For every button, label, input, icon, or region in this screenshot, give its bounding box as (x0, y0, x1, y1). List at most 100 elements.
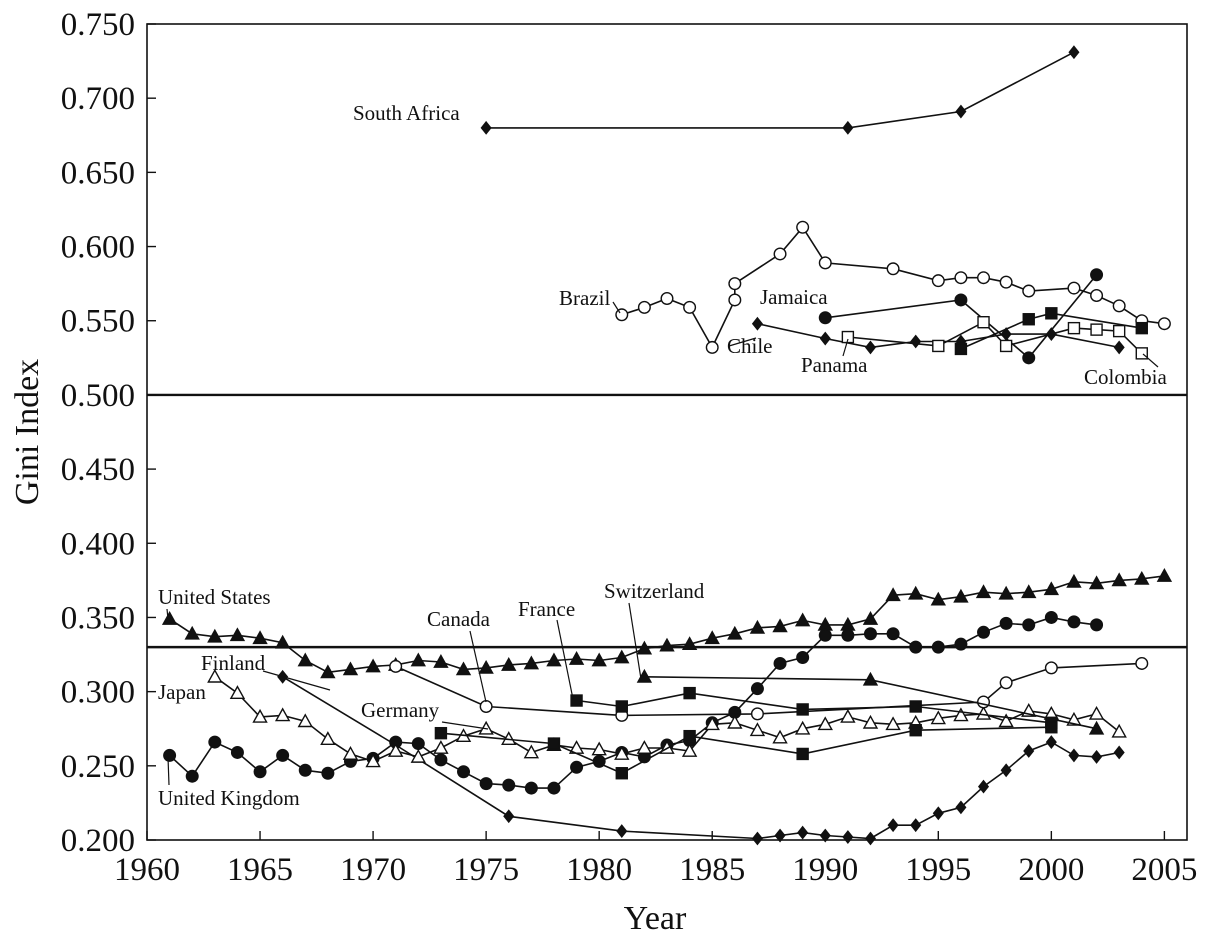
series-panama (841, 316, 1148, 360)
finland-point (1091, 749, 1103, 764)
canada-point (1044, 661, 1058, 675)
united-kingdom-point (886, 627, 900, 641)
germany-point (615, 767, 628, 780)
united-kingdom-point (909, 640, 923, 654)
united-kingdom-point (321, 766, 335, 780)
x-tick-label: 1980 (566, 852, 632, 888)
japan-point (817, 716, 833, 731)
y-tick-label: 0.550 (61, 304, 135, 340)
x-tick-label: 1970 (340, 852, 406, 888)
brazil-point (999, 275, 1013, 289)
france-point (796, 703, 809, 716)
united-states-point (794, 612, 811, 627)
united-kingdom-point (208, 735, 222, 749)
colombia-leader-line (1142, 353, 1159, 368)
panama-point (1067, 321, 1081, 335)
united-states-point (342, 661, 359, 676)
united-kingdom-point (1067, 615, 1081, 629)
japan-point (523, 744, 540, 759)
united-states-point (455, 661, 472, 676)
panama-point (841, 330, 855, 344)
japan-point (410, 748, 426, 763)
south-africa-point (842, 120, 854, 135)
japan-point (953, 707, 969, 722)
france-point (615, 700, 628, 713)
united-kingdom-point (570, 760, 584, 774)
france-leader-line (556, 619, 574, 700)
x-tick-label: 2000 (1018, 852, 1084, 888)
brazil-point (796, 220, 810, 234)
series-finland (277, 669, 1125, 846)
japan-point (749, 722, 766, 737)
canada-point (1135, 656, 1149, 670)
canada-point (389, 659, 403, 673)
canada-point (750, 707, 764, 721)
united-kingdom-point (479, 777, 493, 791)
germany-point (1045, 721, 1058, 734)
japan-point (591, 741, 607, 756)
united-states-point (433, 654, 449, 668)
germany-point (909, 724, 922, 737)
plot-frame (146, 23, 1188, 841)
finland-point (503, 809, 515, 824)
brazil-point (954, 271, 968, 285)
united-states-point (568, 651, 585, 665)
united-kingdom-point (457, 765, 471, 779)
japan-point (320, 731, 336, 746)
brazil-leader-line (612, 301, 621, 314)
japan-point (342, 746, 359, 760)
y-tick-label: 0.750 (61, 7, 135, 43)
japan-point (365, 753, 381, 768)
series-japan (207, 668, 1127, 768)
y-tick-label: 0.700 (61, 81, 135, 117)
united-kingdom-point (230, 745, 244, 759)
jamaica-point (818, 311, 832, 325)
united-states-point (365, 658, 381, 673)
united-kingdom-point (298, 763, 312, 777)
label-france: France (518, 597, 575, 621)
series-germany (434, 721, 1058, 780)
label-switzerland: Switzerland (604, 579, 705, 603)
axes: 1960 1965 1970 1975 1980 1985 1990 1995 2000 2005… (61, 7, 1198, 888)
y-tick-label: 0.250 (61, 749, 135, 785)
finland-point (864, 831, 877, 846)
colombia-point (1045, 307, 1058, 320)
finland-point (1000, 763, 1012, 778)
united-states-point (478, 659, 494, 674)
united-states-point (727, 625, 743, 640)
brazil-point (637, 300, 651, 314)
finland-point (1068, 748, 1080, 763)
label-finland: Finland (201, 651, 266, 675)
germany-point (547, 737, 561, 750)
label-brazil: Brazil (559, 286, 610, 310)
label-canada: Canada (427, 607, 491, 631)
south-africa-point (1068, 45, 1080, 60)
japan-point (614, 746, 630, 760)
germany-leader-line (441, 721, 489, 730)
series-jamaica (818, 268, 1104, 365)
brazil-point (1157, 317, 1171, 331)
united-kingdom-point (185, 769, 199, 783)
label-japan: Japan (158, 680, 206, 704)
japan-point (1111, 723, 1127, 738)
united-states-point (659, 637, 675, 652)
france-point (909, 700, 922, 713)
finland-point (1113, 745, 1125, 760)
japan-point (704, 716, 720, 731)
chile-point (819, 331, 831, 346)
panama-point (1090, 323, 1103, 336)
japan-point (229, 685, 246, 700)
panama-point (1112, 324, 1126, 338)
japan-point (433, 740, 449, 754)
finland-point (977, 779, 990, 794)
brazil-point (931, 274, 945, 288)
label-south-africa: South Africa (353, 101, 460, 125)
label-leader-lines (166, 301, 1159, 786)
united-states-point (1156, 567, 1173, 582)
france-point (683, 686, 696, 700)
united-states-point (546, 652, 562, 667)
series-colombia (954, 307, 1148, 356)
japan-point (862, 714, 879, 729)
canada-point (977, 695, 991, 709)
